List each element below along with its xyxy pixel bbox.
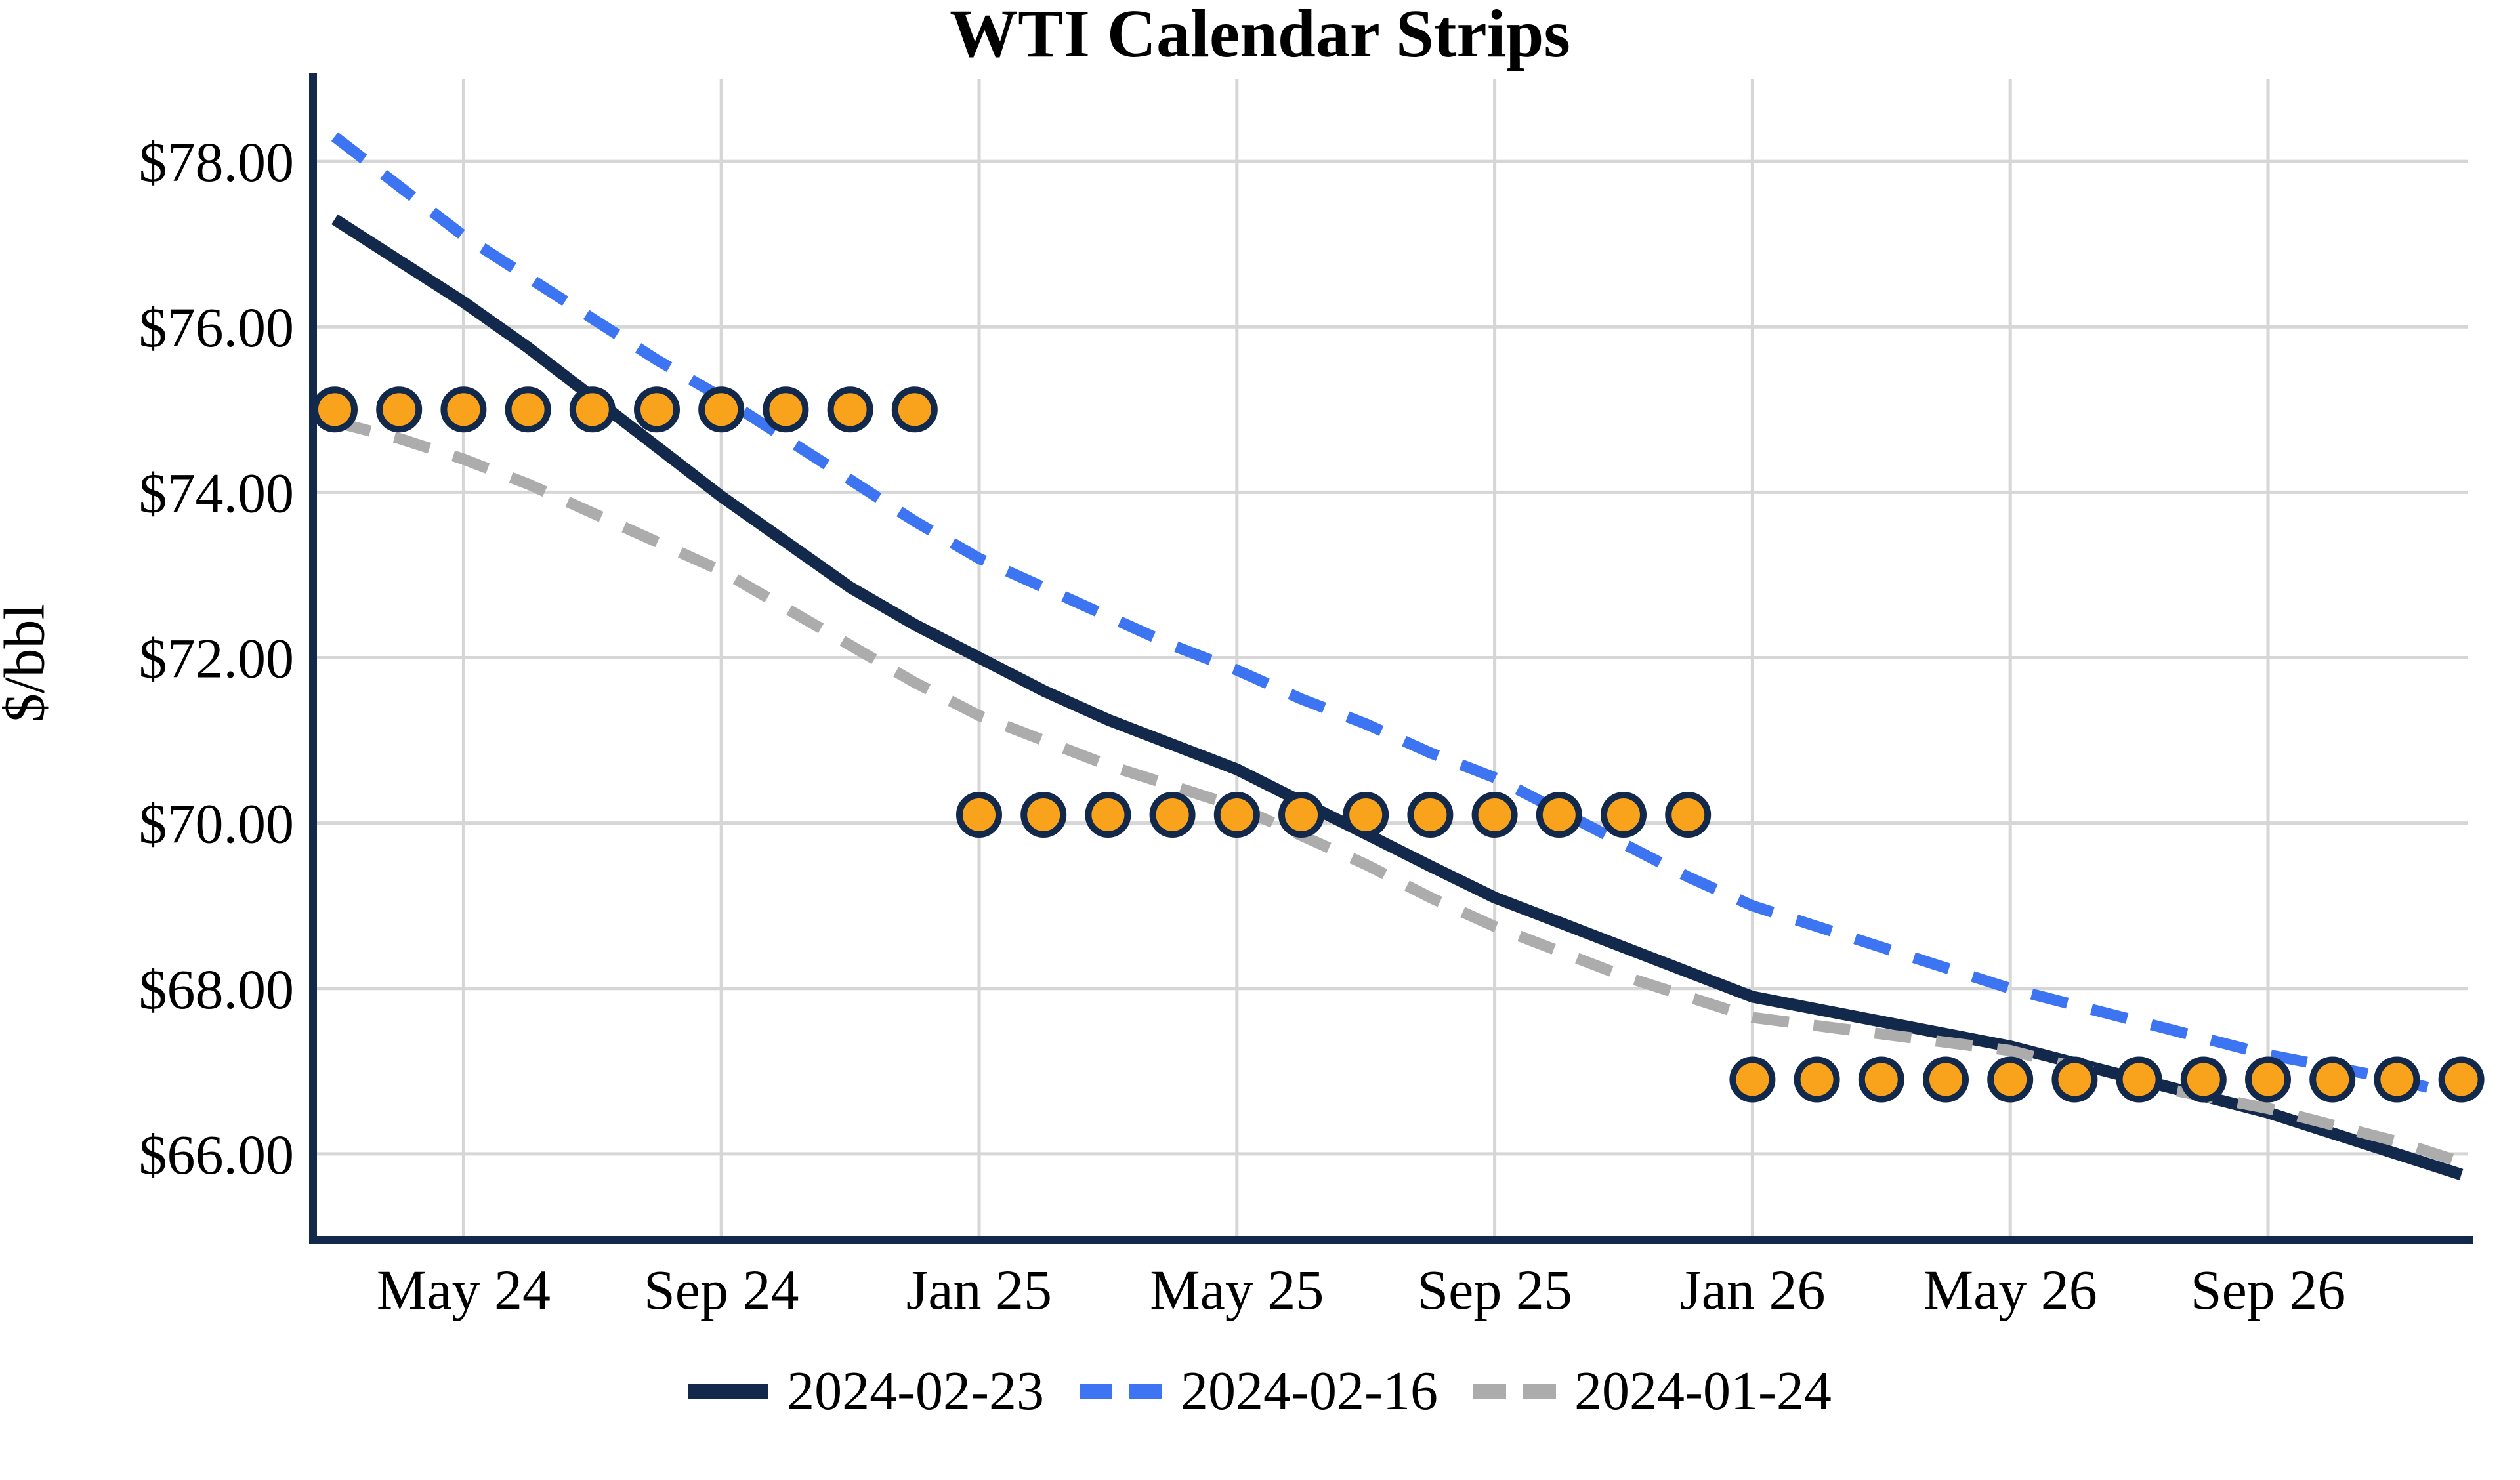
calendar-strip-marker	[1794, 1056, 1840, 1103]
calendar-strip-marker	[2245, 1056, 2291, 1103]
x-tick-label: Sep 26	[2191, 1258, 2346, 1321]
x-tick-label: May 25	[1150, 1258, 1324, 1321]
calendar-strip-marker	[1471, 792, 1518, 838]
calendar-strip-marker	[1601, 792, 1647, 838]
legend: 2024-02-23 2024-02-16 2024-01-24	[0, 1359, 2520, 1423]
calendar-strip-marker	[1213, 792, 1260, 838]
legend-item-2024-01-24: 2024-01-24	[1473, 1359, 1832, 1423]
calendar-strip-marker	[827, 386, 873, 433]
calendar-strip-marker	[1149, 792, 1196, 838]
calendar-strip-marker	[1278, 792, 1324, 838]
y-tick-label: $78.00	[139, 131, 295, 194]
series-line-2024-01-24	[333, 416, 2464, 1168]
x-tick-label: May 26	[1923, 1258, 2097, 1321]
axes	[309, 73, 2473, 1244]
calendar-strip-marker	[2180, 1056, 2227, 1103]
calendar-strip-marker	[1923, 1056, 1969, 1103]
calendar-strip-marker	[505, 386, 551, 433]
series-lines	[331, 132, 2464, 1180]
y-tick-label: $74.00	[139, 461, 295, 524]
calendar-strip-marker	[2051, 1056, 2098, 1103]
calendar-strip-marker	[2309, 1056, 2356, 1103]
legend-dashed-line-swatch-blue	[1080, 1383, 1163, 1399]
calendar-strip-marker	[1085, 792, 1131, 838]
tick-labels: $66.00 $68.00 $70.00 $72.00 $74.00 $76.00 $78.…	[139, 131, 2346, 1321]
y-tick-label: $76.00	[139, 296, 295, 359]
legend-label: 2024-01-24	[1574, 1361, 1832, 1422]
calendar-strip-marker	[2374, 1056, 2420, 1103]
calendar-strip-marker	[2438, 1056, 2485, 1103]
calendar-strip-marker	[1020, 792, 1067, 838]
calendar-strip-marker	[569, 386, 616, 433]
calendar-strip-marker	[376, 386, 423, 433]
calendar-strip-marker	[891, 386, 938, 433]
calendar-strip-marker	[2116, 1056, 2162, 1103]
x-tick-label: Sep 25	[1417, 1258, 1572, 1321]
y-tick-label: $72.00	[139, 627, 295, 690]
calendar-strip-marker	[634, 386, 680, 433]
chart-title: WTI Calendar Strips	[950, 0, 1570, 72]
legend-solid-line-swatch	[688, 1383, 769, 1399]
calendar-strip-marker	[1987, 1056, 2034, 1103]
y-tick-label: $66.00	[139, 1123, 295, 1186]
x-tick-label: Jan 26	[1679, 1258, 1825, 1321]
calendar-strip-marker	[1407, 792, 1454, 838]
legend-item-2024-02-23: 2024-02-23	[688, 1359, 1044, 1423]
y-tick-label: $68.00	[139, 958, 295, 1021]
series-line-2024-02-23	[331, 214, 2464, 1180]
calendar-strip-marker	[763, 386, 809, 433]
calendar-strip-marker	[1858, 1056, 1904, 1103]
calendar-strip-markers	[312, 386, 2485, 1103]
y-tick-label: $70.00	[139, 792, 295, 855]
x-tick-label: Sep 24	[644, 1258, 799, 1321]
legend-label: 2024-02-16	[1181, 1361, 1438, 1422]
calendar-strip-marker	[1729, 1056, 1776, 1103]
legend-dashed-line-swatch-gray	[1473, 1383, 1556, 1399]
series-line-2024-02-16	[331, 132, 2463, 1101]
x-tick-label: Jan 25	[906, 1258, 1052, 1321]
calendar-strip-marker	[698, 386, 745, 433]
calendar-strip-marker	[312, 386, 358, 433]
calendar-strip-marker	[1536, 792, 1582, 838]
legend-label: 2024-02-23	[787, 1361, 1045, 1422]
calendar-strip-marker	[1665, 792, 1712, 838]
calendar-strip-marker	[440, 386, 487, 433]
calendar-strip-marker	[956, 792, 1002, 838]
legend-item-2024-02-16: 2024-02-16	[1080, 1359, 1438, 1423]
x-tick-label: May 24	[377, 1258, 551, 1321]
calendar-strip-marker	[1343, 792, 1389, 838]
